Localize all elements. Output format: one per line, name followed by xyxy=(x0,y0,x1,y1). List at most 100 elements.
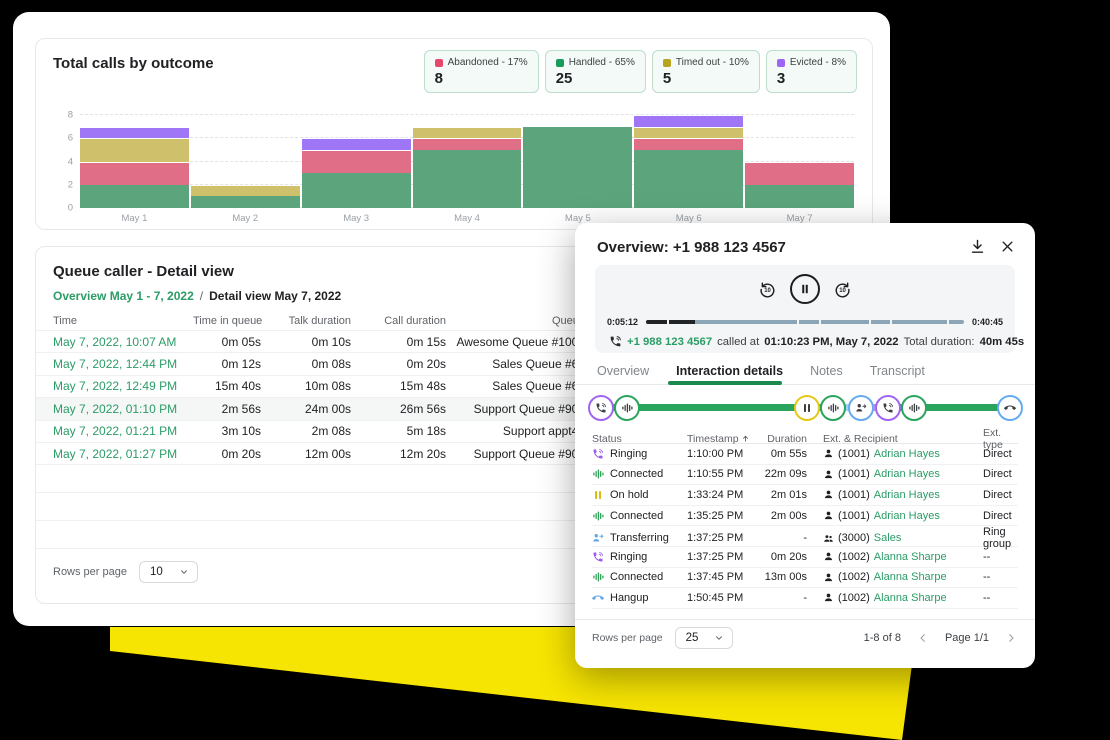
time-in-queue-cell: 0m 05s xyxy=(221,334,261,349)
timeline-node-hangup[interactable] xyxy=(997,395,1023,421)
recipient-link[interactable]: Adrian Hayes xyxy=(873,447,940,460)
call-time-link[interactable]: May 7, 2022, 10:07 AM xyxy=(53,334,177,349)
status-label: Connected xyxy=(610,509,664,522)
timeline-node-phone-incoming[interactable] xyxy=(588,395,614,421)
call-time-link[interactable]: May 7, 2022, 12:44 PM xyxy=(53,357,178,372)
progress-played xyxy=(646,320,695,324)
ext-type-cell: -- xyxy=(983,550,991,563)
bar-segment-handled[interactable] xyxy=(190,196,300,208)
timeline-node-phone-incoming[interactable] xyxy=(875,395,901,421)
recipient-link[interactable]: Adrian Hayes xyxy=(873,468,940,481)
breadcrumb-overview-link[interactable]: Overview May 1 - 7, 2022 xyxy=(53,289,194,303)
chevron-down-icon xyxy=(179,567,189,577)
bar-segment-abandoned[interactable] xyxy=(301,150,411,174)
interaction-row: Connected 1:35:25 PM 2m 00s (1001) Adrian… xyxy=(592,506,1018,527)
timestamp-cell: 1:50:45 PM xyxy=(687,591,744,604)
person-icon xyxy=(823,489,834,500)
ext-number: (1002) xyxy=(838,591,870,604)
chevron-down-icon xyxy=(714,633,724,643)
rows-per-page-control: Rows per page 10 xyxy=(53,561,198,583)
rewind-10-icon[interactable]: 10 xyxy=(758,280,777,299)
progress-bar[interactable] xyxy=(646,319,964,325)
bar-segment-abandoned[interactable] xyxy=(412,138,522,150)
table-row[interactable]: May 7, 2022, 12:44 PM 0m 12s 0m 08s 0m 2… xyxy=(36,353,872,376)
chevron-right-icon[interactable] xyxy=(1005,632,1017,644)
group-icon xyxy=(823,533,834,544)
timeline-node-transfer[interactable] xyxy=(848,395,874,421)
pause-icon xyxy=(592,489,604,501)
bar-segment-abandoned[interactable] xyxy=(745,161,855,185)
download-icon[interactable] xyxy=(969,238,986,255)
person-icon xyxy=(823,551,834,562)
timeline-node-waveform[interactable] xyxy=(901,395,927,421)
ext-number: (1001) xyxy=(838,488,870,501)
legend-badge[interactable]: Evicted - 8% 3 xyxy=(765,50,857,93)
call-time-link[interactable]: May 7, 2022, 01:10 PM xyxy=(53,401,178,416)
table-row[interactable]: May 7, 2022, 10:07 AM 0m 05s 0m 10s 0m 1… xyxy=(36,331,872,354)
chart-legend: Abandoned - 17% 8 Handled - 65% 25 Timed out… xyxy=(423,50,857,93)
timeline-node-waveform[interactable] xyxy=(614,395,640,421)
legend-value: 25 xyxy=(555,70,573,87)
bar-may-1 xyxy=(80,126,189,208)
legend-badge[interactable]: Handled - 65% 25 xyxy=(544,50,646,93)
call-time-link[interactable]: May 7, 2022, 12:49 PM xyxy=(53,379,178,394)
timestamp-cell: 1:10:00 PM xyxy=(687,447,744,460)
bar-segment-evicted[interactable] xyxy=(301,138,411,151)
bar-segment-handled[interactable] xyxy=(80,184,189,208)
legend-badge[interactable]: Timed out - 10% 5 xyxy=(651,50,760,93)
bar-segment-timed-out[interactable] xyxy=(80,138,189,162)
bar-segment-evicted[interactable] xyxy=(634,115,744,127)
bar-may-7 xyxy=(745,161,855,208)
bar-segment-abandoned[interactable] xyxy=(634,138,744,150)
tab-overview[interactable]: Overview xyxy=(597,364,650,378)
table-row[interactable]: May 7, 2022, 12:49 PM 15m 40s 10m 08s 15… xyxy=(36,376,872,399)
panel-rows-per-page-select[interactable]: 25 xyxy=(674,627,734,649)
bar-segment-evicted[interactable] xyxy=(80,126,189,139)
bar-segment-handled[interactable] xyxy=(523,126,633,208)
pause-button[interactable] xyxy=(790,274,820,304)
tab-interaction-details[interactable]: Interaction details xyxy=(676,364,784,378)
recipient-link[interactable]: Adrian Hayes xyxy=(873,488,940,501)
bar-segment-timed-out[interactable] xyxy=(412,126,522,139)
legend-badge[interactable]: Abandoned - 17% 8 xyxy=(423,50,539,93)
call-time-link[interactable]: May 7, 2022, 01:27 PM xyxy=(53,446,178,461)
panel-footer: Rows per page 25 1-8 of 8 Page 1/1 xyxy=(575,619,1035,649)
ext-number: (1001) xyxy=(838,509,870,522)
call-number: +1 988 123 4567 xyxy=(627,335,713,348)
bar-segment-handled[interactable] xyxy=(634,150,744,208)
recipient-link[interactable]: Alanna Sharpe xyxy=(873,571,947,584)
column-header: Time xyxy=(53,314,78,327)
waveform-icon xyxy=(592,468,604,480)
recipient-link[interactable]: Alanna Sharpe xyxy=(873,591,947,604)
details-table-header: Status Timestamp Duration Ext. & Recipient… xyxy=(592,427,1018,451)
bar-segment-timed-out[interactable] xyxy=(634,126,744,139)
timeline-node-waveform[interactable] xyxy=(820,395,846,421)
bar-segment-handled[interactable] xyxy=(745,184,855,208)
timeline-node-pause[interactable] xyxy=(794,395,820,421)
forward-10-icon[interactable]: 10 xyxy=(833,280,852,299)
empty-row xyxy=(36,521,872,550)
table-row[interactable]: May 7, 2022, 01:21 PM 3m 10s 2m 08s 5m 1… xyxy=(36,421,872,443)
recipient-link[interactable]: Sales xyxy=(873,532,902,545)
rows-per-page-select[interactable]: 10 xyxy=(139,561,198,583)
sort-asc-icon[interactable] xyxy=(741,434,750,443)
duration-cell: 2m 00s xyxy=(770,509,807,522)
recipient-link[interactable]: Adrian Hayes xyxy=(873,509,940,522)
chevron-left-icon[interactable] xyxy=(917,632,929,644)
interaction-details-table: Status Timestamp Duration Ext. & Recipient… xyxy=(592,427,1018,609)
tab-notes[interactable]: Notes xyxy=(810,364,843,378)
person-icon xyxy=(823,448,834,459)
call-duration-cell: 12m 20s xyxy=(399,446,446,461)
call-time-link[interactable]: May 7, 2022, 01:21 PM xyxy=(53,424,178,439)
bar-segment-abandoned[interactable] xyxy=(80,161,189,185)
bar-segment-handled[interactable] xyxy=(412,150,522,208)
bar-may-6 xyxy=(634,115,744,208)
table-row[interactable]: May 7, 2022, 01:27 PM 0m 20s 12m 00s 12m… xyxy=(36,443,872,466)
bar-may-3 xyxy=(301,138,411,208)
bar-segment-handled[interactable] xyxy=(301,173,411,208)
bar-segment-timed-out[interactable] xyxy=(190,184,300,197)
recipient-link[interactable]: Alanna Sharpe xyxy=(873,550,947,563)
tab-transcript[interactable]: Transcript xyxy=(869,364,925,378)
close-icon[interactable] xyxy=(1000,239,1015,254)
